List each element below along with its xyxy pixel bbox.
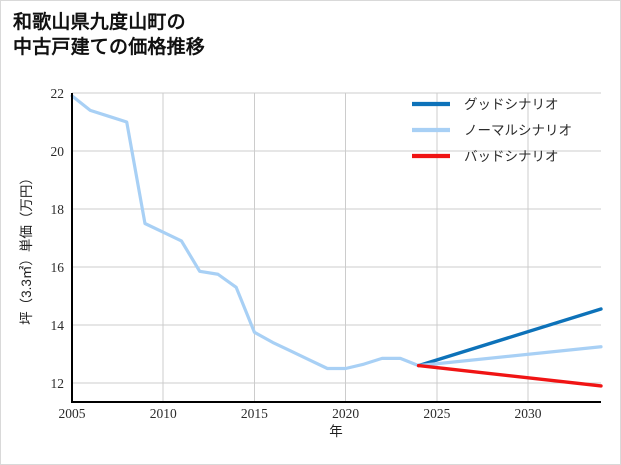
series-line-3 (416, 363, 603, 388)
y-tick-label-12: 12 (51, 376, 65, 391)
axis-titles: 年 坪（3.3㎡）単価（万円） (19, 171, 343, 439)
series-line-1 (416, 307, 603, 368)
y-tick-label-20: 20 (51, 144, 65, 159)
legend-label-0: グッドシナリオ (464, 97, 559, 112)
axis-spines (70, 93, 601, 404)
y-axis-title: 坪（3.3㎡）単価（万円） (19, 171, 34, 325)
series-group (70, 94, 603, 388)
chart-title: 和歌山県九度山町の 中古戸建ての価格推移 (13, 12, 206, 59)
y-tick-label-14: 14 (51, 318, 65, 333)
tick-labels: 12 14 16 18 20 22 2005 2010 2015 2020 2025 2030 (51, 86, 542, 421)
legend-label-1: ノーマルシナリオ (464, 123, 572, 138)
legend-label-2: バッドシナリオ (464, 149, 559, 164)
y-tick-label-16: 16 (51, 260, 65, 275)
x-tick-label-2020: 2020 (332, 406, 359, 421)
x-axis-title: 年 (329, 424, 343, 439)
y-tick-label-22: 22 (51, 86, 65, 101)
x-tick-label-2025: 2025 (423, 406, 450, 421)
series-line-0 (70, 94, 421, 371)
x-tick-label-2030: 2030 (515, 406, 542, 421)
x-tick-label-2015: 2015 (241, 406, 268, 421)
series-line-2 (416, 345, 603, 368)
y-tick-label-18: 18 (51, 202, 65, 217)
x-tick-label-2010: 2010 (150, 406, 177, 421)
x-tick-label-2005: 2005 (59, 406, 86, 421)
